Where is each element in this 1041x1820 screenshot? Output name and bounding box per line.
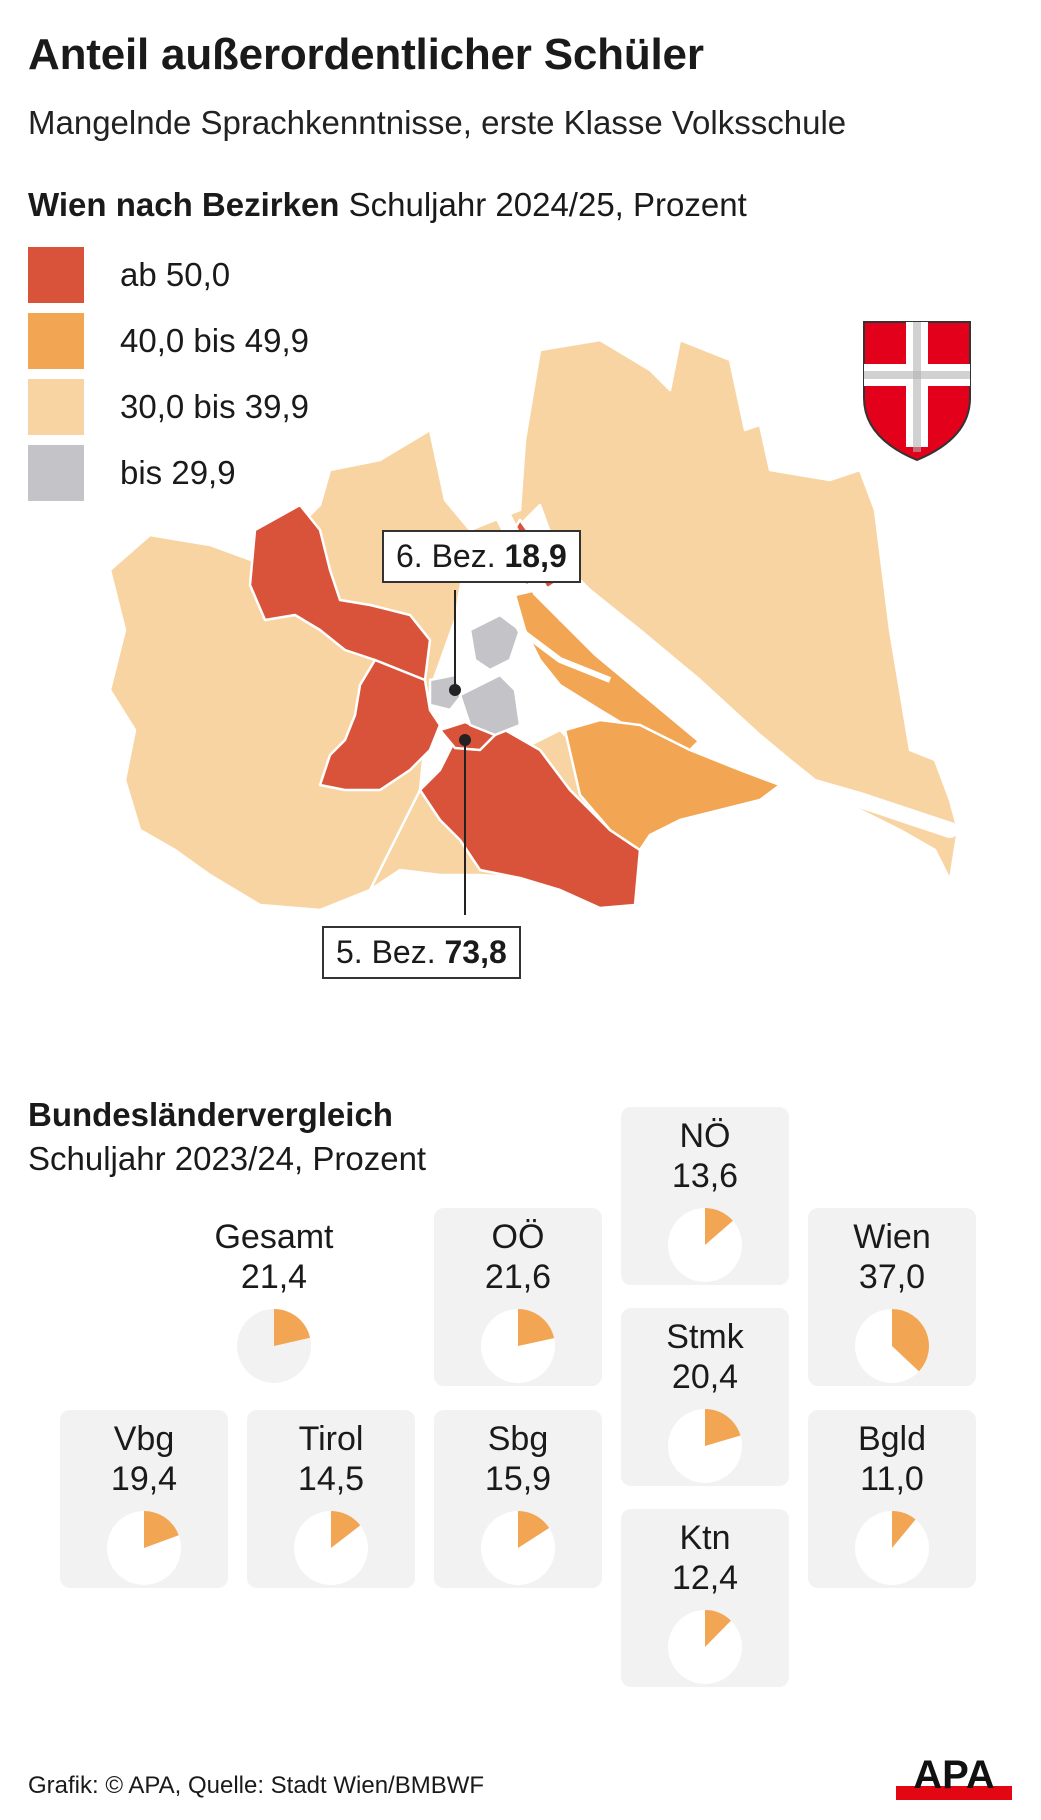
legend-item: bis 29,9	[28, 445, 388, 501]
state-name: Ktn	[679, 1519, 731, 1557]
source-credit: Grafik: © APA, Quelle: Stadt Wien/BMBWF	[28, 1772, 485, 1799]
state-value: 13,6	[671, 1157, 739, 1195]
legend-label: 40,0 bis 49,9	[120, 322, 309, 359]
map-district-red-south	[418, 728, 642, 910]
vienna-district-map	[108, 338, 960, 915]
state-value: 37,0	[858, 1258, 926, 1296]
state-value: 12,4	[671, 1559, 739, 1597]
map-heading-bold: Wien nach Bezirken	[28, 186, 340, 223]
state-card-oö: OÖ 21,6	[434, 1208, 602, 1386]
state-name: OÖ	[491, 1218, 545, 1256]
legend-label: 30,0 bis 39,9	[120, 388, 309, 425]
pie-slice-wien	[892, 1309, 929, 1372]
state-value: 20,4	[671, 1358, 739, 1396]
vienna-coat-of-arms-icon	[863, 321, 971, 462]
page-title: Anteil außerordentlicher Schüler	[28, 30, 704, 79]
legend-item: ab 50,0	[28, 247, 388, 303]
state-card-bgld: Bgld 11,0	[808, 1410, 976, 1588]
pie-slice-nö	[705, 1208, 733, 1245]
state-value: 21,6	[484, 1258, 552, 1296]
legend-swatch	[28, 247, 84, 303]
pie-slice-tirol	[331, 1511, 361, 1548]
apa-logo-text: APA	[913, 1753, 994, 1797]
pie-slice-bgld	[892, 1511, 916, 1548]
state-pie	[481, 1511, 555, 1585]
legend-item: 30,0 bis 39,9	[28, 379, 388, 435]
state-card-sbg: Sbg 15,9	[434, 1410, 602, 1588]
callout-district-5: 5. Bez. 73,8	[322, 926, 521, 979]
page-subtitle: Mangelnde Sprachkenntnisse, erste Klasse…	[28, 104, 847, 141]
state-card-vbg: Vbg 19,4	[60, 1410, 228, 1588]
legend-swatch	[28, 313, 84, 369]
callout-6-label: 6. Bez.	[396, 538, 505, 574]
state-name: Stmk	[666, 1318, 744, 1356]
state-pie	[237, 1309, 311, 1383]
state-pie	[668, 1409, 742, 1483]
map-section-heading: Wien nach Bezirken Schuljahr 2024/25, Pr…	[28, 186, 747, 224]
map-district-red-southwest	[318, 658, 442, 792]
state-pie	[294, 1511, 368, 1585]
state-name: Gesamt	[214, 1218, 334, 1256]
state-pie	[481, 1309, 555, 1383]
state-card-nö: NÖ 13,6	[621, 1107, 789, 1285]
pie-slice-sbg	[518, 1511, 550, 1548]
state-value: 21,4	[240, 1258, 308, 1296]
state-name: Sbg	[487, 1420, 549, 1458]
pie-slice-ktn	[705, 1610, 731, 1647]
state-value: 19,4	[110, 1460, 178, 1498]
callout-5-value: 73,8	[444, 934, 507, 970]
legend-swatch	[28, 379, 84, 435]
callout-5-label: 5. Bez.	[336, 934, 445, 970]
callout-district-6: 6. Bez. 18,9	[382, 530, 581, 583]
state-pie	[107, 1511, 181, 1585]
state-name: Tirol	[298, 1420, 364, 1458]
comparison-title: Bundesländervergleich	[28, 1096, 393, 1133]
state-name: Vbg	[113, 1420, 175, 1458]
state-name: Wien	[853, 1218, 931, 1256]
pie-slice-vbg	[144, 1511, 179, 1548]
map-district-grey-center-north	[468, 613, 522, 672]
callout-5-point	[459, 734, 471, 746]
state-value: 15,9	[484, 1460, 552, 1498]
state-value: 14,5	[297, 1460, 365, 1498]
state-pie	[855, 1511, 929, 1585]
legend-label: bis 29,9	[120, 454, 236, 491]
state-value: 11,0	[860, 1460, 924, 1498]
state-card-tirol: Tirol 14,5	[247, 1410, 415, 1588]
state-pie	[668, 1610, 742, 1684]
state-card-wien: Wien 37,0	[808, 1208, 976, 1386]
apa-logo-icon: APA	[896, 1753, 1012, 1800]
comparison-subtitle: Schuljahr 2023/24, Prozent	[28, 1140, 427, 1177]
pie-slice-stmk	[705, 1409, 741, 1446]
map-heading-rest: Schuljahr 2024/25, Prozent	[339, 186, 747, 223]
callout-6-value: 18,9	[504, 538, 567, 574]
map-district-orange-southeast	[563, 718, 782, 852]
state-pie	[855, 1309, 929, 1383]
state-card-gesamt: Gesamt 21,4	[190, 1208, 358, 1386]
legend-item: 40,0 bis 49,9	[28, 313, 388, 369]
legend-label: ab 50,0	[120, 256, 231, 293]
state-name: Bgld	[857, 1420, 927, 1458]
map-district-northeast	[468, 338, 960, 882]
state-card-stmk: Stmk 20,4	[621, 1308, 789, 1486]
pie-slice-gesamt	[274, 1309, 311, 1346]
legend-swatch	[28, 445, 84, 501]
pie-slice-oö	[518, 1309, 555, 1346]
callout-6-point	[449, 684, 461, 696]
map-district-grey-center	[458, 673, 522, 737]
state-card-ktn: Ktn 12,4	[621, 1509, 789, 1687]
state-pie	[668, 1208, 742, 1282]
state-name: NÖ	[679, 1117, 731, 1155]
